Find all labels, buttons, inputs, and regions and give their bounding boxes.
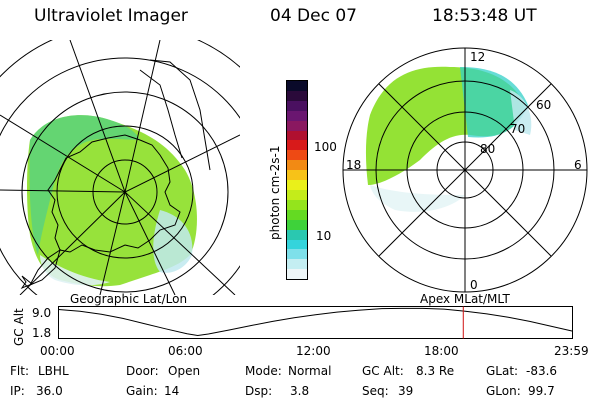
time-label: 18:53:48 UT bbox=[432, 6, 537, 26]
colorbar-swatch bbox=[287, 120, 307, 131]
colorbar-swatch bbox=[287, 259, 307, 270]
mlt-6-label: 6 bbox=[574, 158, 582, 172]
mlt-polar-plot: 12 18 6 0 60 70 80 bbox=[342, 47, 588, 293]
glat-value: -83.6 bbox=[526, 364, 558, 378]
altitude-ytick-low: 1.8 bbox=[32, 326, 52, 340]
colorbar-swatch bbox=[287, 269, 307, 280]
dsp-label: Dsp: bbox=[245, 384, 273, 398]
colorbar-swatch bbox=[287, 140, 307, 151]
glon-label: GLon: bbox=[486, 384, 521, 398]
colorbar-swatch bbox=[287, 229, 307, 240]
seq-value: 39 bbox=[398, 384, 414, 398]
mlt-18-label: 18 bbox=[346, 158, 361, 172]
mlt-12-label: 12 bbox=[470, 50, 485, 64]
mode-label: Mode: bbox=[245, 364, 282, 378]
sun-direction-icon bbox=[20, 275, 33, 290]
colorbar-swatch bbox=[287, 209, 307, 220]
colorbar bbox=[286, 80, 308, 280]
mlat-80-label: 80 bbox=[480, 142, 495, 156]
colorbar-swatch bbox=[287, 160, 307, 171]
colorbar-swatch bbox=[287, 110, 307, 121]
colorbar-swatch bbox=[287, 130, 307, 141]
dsp-value: 3.8 bbox=[290, 384, 310, 398]
mlt-0-label: 0 bbox=[470, 278, 478, 292]
colorbar-swatch bbox=[287, 189, 307, 200]
xtick-1200: 12:00 bbox=[296, 344, 331, 358]
date-label: 04 Dec 07 bbox=[270, 6, 357, 26]
xtick-0600: 06:00 bbox=[168, 344, 203, 358]
door-label: Door: bbox=[126, 364, 159, 378]
xtick-1800: 18:00 bbox=[424, 344, 459, 358]
colorbar-tick-100: 100 bbox=[314, 140, 337, 154]
xtick-2359: 23:59 bbox=[554, 344, 589, 358]
mlat-60-label: 60 bbox=[536, 98, 551, 112]
colorbar-tick-10: 10 bbox=[316, 229, 332, 243]
colorbar-unit-label: photon cm-2s-1 bbox=[268, 145, 282, 241]
glat-label: GLat: bbox=[486, 364, 519, 378]
mode-value: Normal bbox=[288, 364, 332, 378]
geographic-label: Geographic Lat/Lon bbox=[70, 292, 188, 306]
xtick-0000: 00:00 bbox=[40, 344, 75, 358]
gcalt-label: GC Alt: bbox=[362, 364, 404, 378]
colorbar-swatch bbox=[287, 90, 307, 101]
door-value: Open bbox=[168, 364, 201, 378]
ip-value: 36.0 bbox=[36, 384, 63, 398]
gcalt-value: 8.3 Re bbox=[416, 364, 455, 378]
glon-value: 99.7 bbox=[528, 384, 555, 398]
colorbar-swatch bbox=[287, 150, 307, 161]
flt-value: LBHL bbox=[38, 364, 69, 378]
ip-label: IP: bbox=[10, 384, 25, 398]
coastline bbox=[47, 134, 181, 253]
colorbar-swatch bbox=[287, 249, 307, 260]
colorbar-swatch bbox=[287, 219, 307, 230]
apex-label: Apex MLat/MLT bbox=[420, 292, 510, 306]
altitude-ytick-high: 9.0 bbox=[32, 306, 52, 320]
colorbar-swatch bbox=[287, 180, 307, 190]
flt-label: Flt: bbox=[10, 364, 29, 378]
seq-label: Seq: bbox=[362, 384, 389, 398]
mlat-70-label: 70 bbox=[510, 122, 525, 136]
altitude-plot bbox=[58, 306, 573, 339]
altitude-ylabel: GC Alt bbox=[12, 308, 26, 346]
colorbar-swatch bbox=[287, 170, 307, 181]
colorbar-swatch bbox=[287, 100, 307, 111]
gain-value: 14 bbox=[164, 384, 180, 398]
instrument-title: Ultraviolet Imager bbox=[34, 6, 188, 26]
geographic-map bbox=[0, 40, 240, 295]
altitude-curve bbox=[58, 307, 573, 337]
gain-label: Gain: bbox=[126, 384, 158, 398]
colorbar-swatch bbox=[287, 81, 307, 91]
colorbar-swatch bbox=[287, 199, 307, 210]
colorbar-swatch bbox=[287, 239, 307, 250]
